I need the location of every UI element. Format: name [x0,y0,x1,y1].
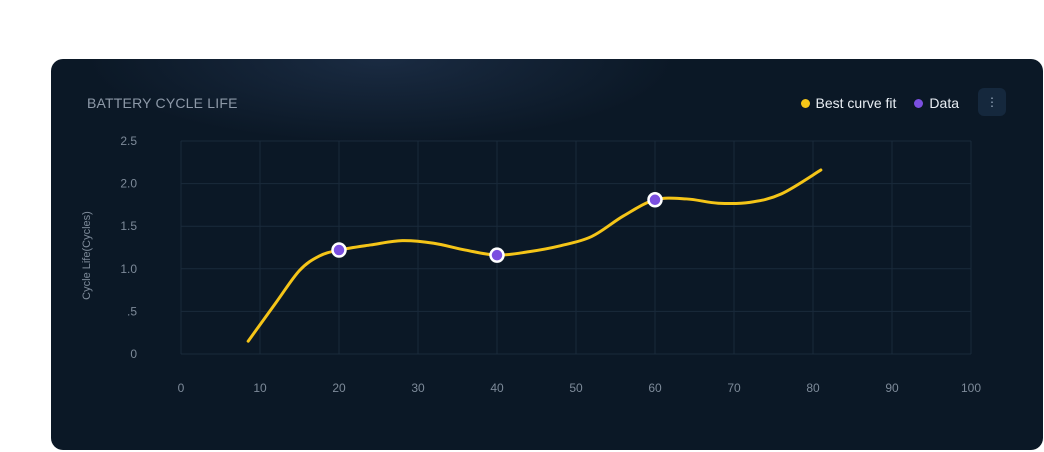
x-tick-label: 40 [490,381,504,395]
x-tick-label: 30 [411,381,425,395]
more-options-button[interactable]: ⋮ [978,88,1006,116]
legend-swatch-yellow [800,98,810,108]
x-tick-label: 10 [253,381,267,395]
chart-legend: Best curve fit Data [800,95,959,111]
x-tick-label: 50 [569,381,583,395]
y-tick-label: .5 [127,304,137,318]
x-tick-label: 60 [648,381,662,395]
x-tick-label: 20 [332,381,346,395]
legend-swatch-purple [914,98,924,108]
x-tick-label: 70 [727,381,741,395]
data-point [331,242,347,258]
legend-label: Data [929,95,959,111]
y-tick-label: 1.0 [120,262,137,276]
y-tick-label: 0 [130,347,137,361]
chart-card: BATTERY CYCLE LIFE Best curve fit Data ⋮… [51,59,1043,450]
x-tick-label: 80 [806,381,820,395]
chart-title: BATTERY CYCLE LIFE [87,95,238,111]
grid [180,140,972,355]
more-vertical-icon: ⋮ [986,95,998,109]
legend-label: Best curve fit [815,95,897,111]
data-point [647,192,663,208]
x-tick-label: 0 [178,381,185,395]
line-chart: 0 10 20 30 40 50 60 70 80 90 100 0 .5 1.0 1.5 2.0 2.5 Cyc… [81,134,981,395]
x-tick-label: 90 [885,381,899,395]
legend-item-best-curve-fit[interactable]: Best curve fit [800,95,897,111]
legend-item-data[interactable]: Data [914,95,959,111]
y-tick-label: 1.5 [120,219,137,233]
y-tick-label: 2.0 [120,177,137,191]
data-point [489,247,505,263]
y-tick-label: 2.5 [120,134,137,148]
x-tick-label: 100 [961,381,981,395]
series-line-best-curve-fit [246,168,823,343]
y-axis-label: Cycle Life(Cycles) [81,211,93,300]
